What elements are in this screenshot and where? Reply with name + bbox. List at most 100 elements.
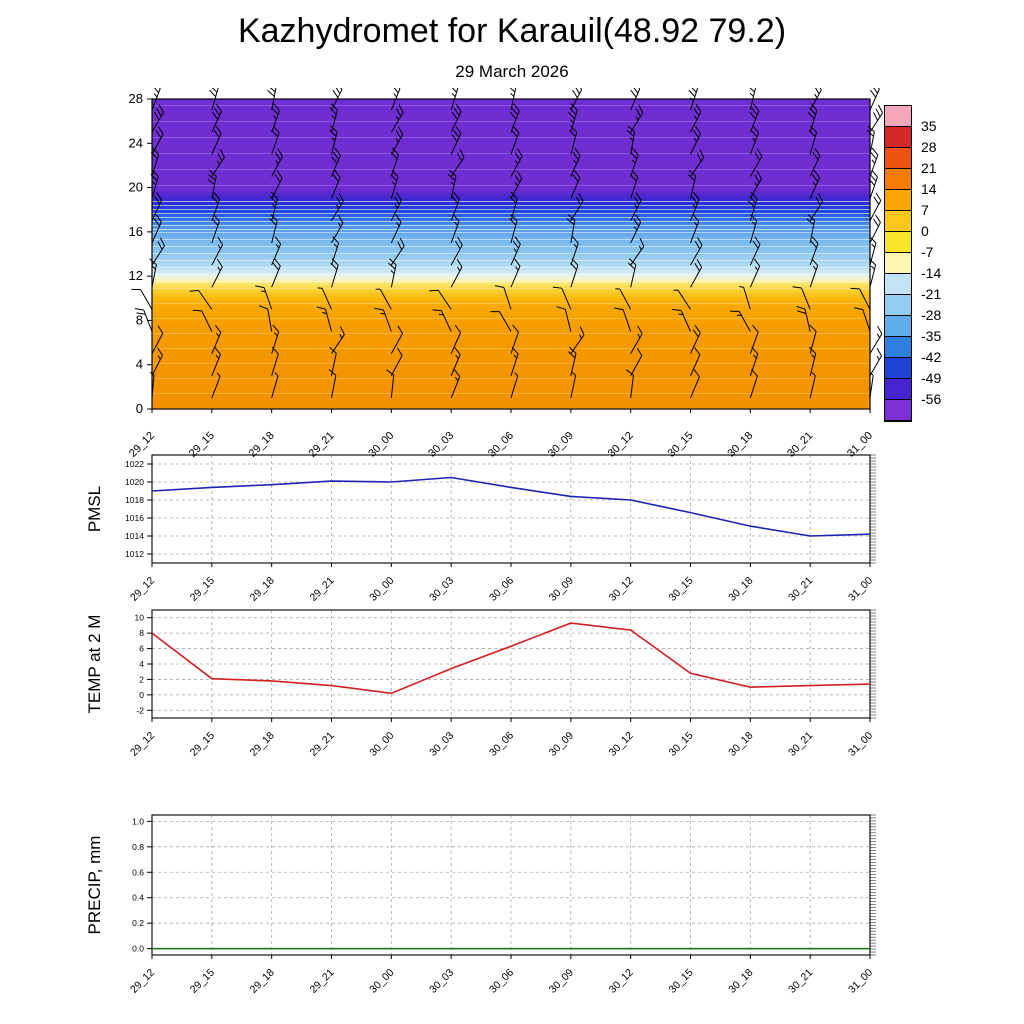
colorbar-cell (885, 274, 911, 295)
svg-text:0.6: 0.6 (132, 867, 144, 877)
svg-text:30_18: 30_18 (726, 575, 755, 604)
svg-text:28: 28 (129, 91, 143, 106)
data-line (151, 476, 871, 537)
svg-text:1020: 1020 (125, 477, 144, 487)
svg-text:4: 4 (136, 357, 143, 372)
colorbar-cell (885, 253, 911, 274)
svg-text:0.0: 0.0 (132, 944, 144, 954)
svg-text:29_21: 29_21 (307, 967, 336, 996)
temp-panel: 29_12 29_15 29_18 29_21 30_00 30_03 30_06 30_09… (100, 605, 1020, 765)
svg-text:6: 6 (139, 644, 144, 654)
svg-text:30_18: 30_18 (726, 730, 755, 759)
colorbar-label: 7 (921, 202, 929, 218)
svg-text:16: 16 (129, 224, 143, 239)
svg-text:29_12: 29_12 (128, 730, 157, 759)
svg-text:30_09: 30_09 (547, 575, 576, 604)
colorbar-label: -42 (921, 349, 942, 365)
colorbar-label: -14 (921, 265, 942, 281)
svg-text:1.0: 1.0 (132, 816, 144, 826)
svg-text:31_00: 31_00 (846, 967, 875, 996)
svg-text:30_18: 30_18 (726, 967, 755, 996)
colorbar-label: 35 (921, 118, 937, 134)
colorbar-cell (885, 232, 911, 253)
svg-text:29_15: 29_15 (188, 730, 217, 759)
svg-text:30_15: 30_15 (666, 575, 695, 604)
svg-text:31_00: 31_00 (846, 575, 875, 604)
svg-text:1018: 1018 (125, 495, 144, 505)
svg-text:8: 8 (139, 628, 144, 638)
colorbar-label: -49 (921, 370, 942, 386)
pmsl-chart: 29_12 29_15 29_18 29_21 30_00 30_03 30_06 30_09… (125, 454, 876, 604)
chart-axes: 29_12 29_15 29_18 29_21 30_00 30_03 30_06 30_09… (128, 814, 876, 996)
svg-text:-2: -2 (136, 705, 144, 715)
svg-text:30_06: 30_06 (487, 967, 516, 996)
svg-text:30_00: 30_00 (367, 730, 396, 759)
svg-text:20: 20 (129, 180, 143, 195)
svg-text:30_12: 30_12 (607, 575, 636, 604)
svg-text:30_12: 30_12 (607, 730, 636, 759)
svg-text:12: 12 (129, 268, 143, 283)
upper-air-panel: 0 4 8 12 16 20 24 28 29_12 29_15 29_18 29_21 30_00 30… (0, 88, 1024, 468)
svg-text:29_21: 29_21 (307, 730, 336, 759)
temp-chart: 29_12 29_15 29_18 29_21 30_00 30_03 30_06 30_09… (128, 609, 876, 759)
svg-text:30_21: 30_21 (786, 575, 815, 604)
svg-text:30_15: 30_15 (666, 730, 695, 759)
colorbar-cell (885, 316, 911, 337)
colorbar-cell (885, 106, 911, 127)
svg-text:31_00: 31_00 (846, 730, 875, 759)
svg-text:30_03: 30_03 (427, 575, 456, 604)
svg-text:30_09: 30_09 (547, 967, 576, 996)
colorbar-label: -21 (921, 286, 942, 302)
colorbar-cell (885, 211, 911, 232)
svg-text:1014: 1014 (125, 531, 144, 541)
page-title: Kazhydromet for Karauil(48.92 79.2) (237, 12, 787, 50)
svg-text:30_15: 30_15 (666, 967, 695, 996)
data-line (151, 622, 871, 695)
colorbar-label: -7 (921, 244, 934, 260)
svg-text:1016: 1016 (125, 513, 144, 523)
svg-text:30_03: 30_03 (427, 967, 456, 996)
colorbar-cell (885, 295, 911, 316)
svg-text:30_06: 30_06 (487, 730, 516, 759)
colorbar-label: 0 (921, 223, 929, 239)
svg-text:29_12: 29_12 (128, 967, 157, 996)
svg-text:4: 4 (139, 659, 144, 669)
svg-text:30_03: 30_03 (427, 730, 456, 759)
colorbar-label: 14 (921, 181, 937, 197)
colorbar-label: 21 (921, 160, 937, 176)
svg-text:2: 2 (139, 674, 144, 684)
svg-text:29_18: 29_18 (248, 575, 277, 604)
svg-text:24: 24 (129, 135, 143, 150)
colorbar-label: -35 (921, 328, 942, 344)
chart-axes: 29_12 29_15 29_18 29_21 30_00 30_03 30_06 30_09… (125, 454, 876, 604)
svg-text:29_18: 29_18 (248, 967, 277, 996)
svg-text:0.4: 0.4 (132, 893, 144, 903)
svg-text:29_18: 29_18 (248, 730, 277, 759)
svg-text:1022: 1022 (125, 459, 144, 469)
colorbar-label: -28 (921, 307, 942, 323)
svg-text:29_15: 29_15 (188, 575, 217, 604)
svg-text:29_21: 29_21 (307, 575, 336, 604)
svg-text:29_12: 29_12 (128, 575, 157, 604)
svg-text:10: 10 (135, 613, 145, 623)
date-subtitle: 29 March 2026 (455, 62, 569, 81)
precip-chart: 29_12 29_15 29_18 29_21 30_00 30_03 30_06 30_09… (128, 814, 876, 996)
colorbar-cell (885, 127, 911, 148)
svg-text:30_12: 30_12 (607, 967, 636, 996)
colorbar: 35 28 21 14 7 0 -7 -14 -21 -28 -35 -42 -49 -56 (884, 105, 941, 422)
svg-text:30_06: 30_06 (487, 575, 516, 604)
svg-text:0.2: 0.2 (132, 918, 144, 928)
svg-text:30_09: 30_09 (547, 730, 576, 759)
colorbar-cell (885, 169, 911, 190)
colorbar-cell (885, 190, 911, 211)
colorbar-cell (885, 400, 911, 421)
colorbar-cell (885, 379, 911, 400)
svg-text:8: 8 (136, 312, 143, 327)
pmsl-panel: 29_12 29_15 29_18 29_21 30_00 30_03 30_06 30_09… (100, 450, 1020, 610)
colorbar-cell (885, 148, 911, 169)
svg-text:30_21: 30_21 (786, 967, 815, 996)
svg-text:0: 0 (139, 690, 144, 700)
